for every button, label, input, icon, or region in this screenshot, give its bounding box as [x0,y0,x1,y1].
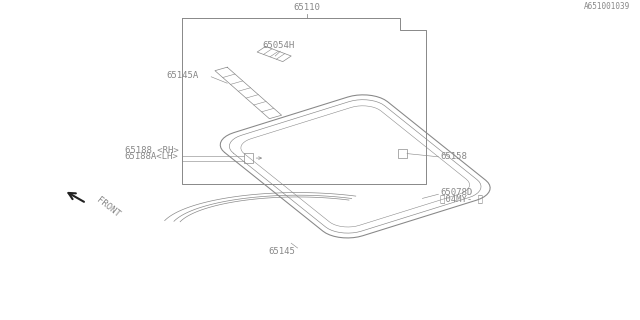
Text: 〄04MY- 々: 〄04MY- 々 [440,195,483,204]
Text: 65145A: 65145A [166,71,198,80]
Text: 65110: 65110 [294,3,321,12]
Text: 65078D: 65078D [440,188,472,197]
Text: 65158: 65158 [440,152,467,161]
Text: 65188 <RH>: 65188 <RH> [125,146,179,155]
Text: A651001039: A651001039 [584,2,630,11]
Text: FRONT: FRONT [95,196,122,219]
Text: 65145: 65145 [269,247,296,256]
Text: 65054H: 65054H [262,41,294,50]
Text: 65188A<LH>: 65188A<LH> [125,152,179,161]
